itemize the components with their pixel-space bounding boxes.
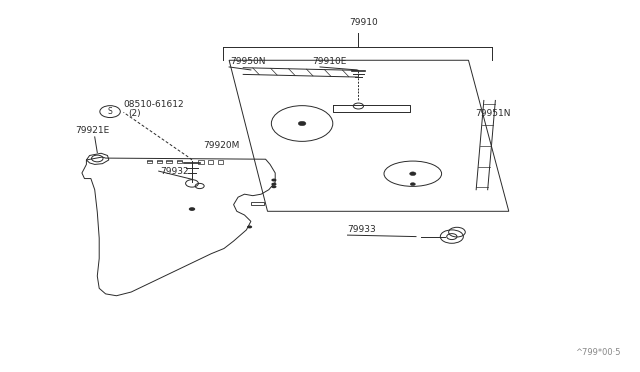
Text: 79910E: 79910E — [312, 57, 347, 66]
Bar — [208, 160, 213, 164]
Text: 79921E: 79921E — [76, 126, 110, 135]
Circle shape — [271, 183, 276, 186]
Circle shape — [410, 172, 416, 176]
Circle shape — [410, 183, 415, 186]
Text: 79932: 79932 — [160, 167, 189, 176]
Bar — [177, 160, 182, 163]
Bar — [147, 160, 152, 163]
Bar — [198, 160, 204, 164]
Text: 79920M: 79920M — [204, 141, 240, 150]
Text: 79933: 79933 — [348, 225, 376, 234]
Circle shape — [189, 207, 195, 211]
Text: ^799*00·5: ^799*00·5 — [575, 348, 621, 357]
Text: 79910: 79910 — [349, 18, 378, 27]
Text: S: S — [108, 107, 113, 116]
Text: (2): (2) — [128, 109, 141, 118]
Circle shape — [298, 121, 306, 126]
Circle shape — [247, 225, 252, 228]
Text: 08510-61612: 08510-61612 — [124, 100, 184, 109]
Bar — [166, 160, 172, 163]
Text: 79951N: 79951N — [475, 109, 510, 118]
Bar — [251, 202, 264, 205]
Circle shape — [271, 179, 276, 182]
Bar — [218, 160, 223, 164]
Circle shape — [271, 185, 276, 188]
Bar — [157, 160, 162, 163]
Text: 79950N: 79950N — [230, 57, 266, 66]
